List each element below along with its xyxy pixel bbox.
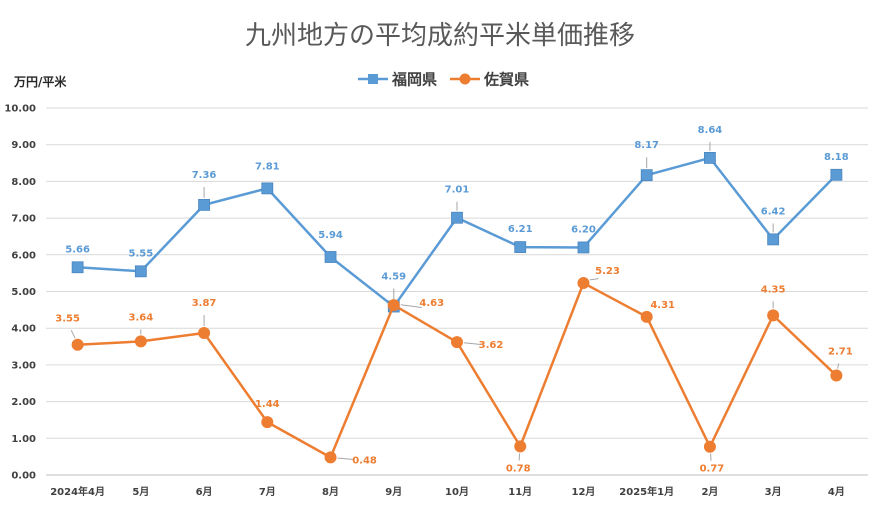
data-point-marker (261, 182, 274, 195)
data-label: 0.77 (700, 464, 725, 475)
data-point-marker (324, 251, 337, 263)
data-point-marker (261, 416, 274, 429)
data-label: 6.20 (571, 224, 596, 235)
data-point-marker (640, 310, 653, 323)
data-label: 1.44 (255, 399, 280, 410)
gridlines (46, 107, 868, 476)
series-1: 5.66 5.55 7.36 7.81 5.94 4.59 7.01 6.21 6.20 8.17… (65, 125, 849, 313)
label-leader-line (589, 278, 599, 281)
data-point-marker (134, 265, 147, 278)
y-tick-label: 6.00 (11, 250, 36, 261)
data-point-marker (71, 261, 84, 274)
legend-marker (368, 74, 378, 84)
data-point-marker (577, 277, 590, 290)
data-point-marker (451, 336, 463, 349)
data-label: 3.62 (479, 340, 504, 351)
data-point-marker (324, 451, 337, 464)
x-tick-label: 5月 (132, 486, 149, 498)
label-leader-line (400, 304, 422, 308)
y-tick-labels: 0.00 1.00 2.00 3.00 4.00 5.00 6.00 7.00 8.00 9.00… (4, 104, 36, 482)
series-2: 3.55 3.64 3.87 1.44 0.48 4.63 3.62 0.78 5.23 4.31… (55, 266, 852, 475)
data-label: 4.35 (761, 284, 786, 295)
data-label: 8.17 (634, 140, 659, 151)
data-label: 7.36 (192, 170, 217, 181)
series-layer: 5.66 5.55 7.36 7.81 5.94 4.59 7.01 6.21 6.20 8.17… (55, 125, 852, 475)
x-tick-label: 3月 (765, 486, 782, 498)
label-leader-line (337, 457, 355, 461)
data-point-marker (198, 326, 211, 339)
y-tick-label: 9.00 (11, 140, 36, 151)
y-tick-label: 3.00 (11, 360, 36, 371)
x-tick-labels: 2024年4月 5月 6月 7月 8月 9月 10月 11月 12月 2025年1月 2月 3月 4月 (50, 485, 845, 498)
data-point-marker (514, 241, 527, 253)
legend-label: 佐賀県 (483, 71, 529, 89)
data-label: 0.48 (352, 455, 377, 466)
data-point-marker (640, 169, 653, 182)
y-tick-label: 10.00 (4, 104, 36, 115)
y-tick-label: 8.00 (11, 177, 36, 188)
x-tick-label: 10月 (445, 486, 469, 498)
label-leader-line (463, 342, 482, 345)
data-point-marker (830, 369, 843, 382)
data-label: 3.87 (192, 298, 217, 309)
data-point-marker (703, 440, 716, 453)
data-label: 4.63 (419, 298, 444, 309)
data-point-marker (71, 338, 84, 351)
data-label: 5.23 (595, 266, 620, 277)
data-point-marker (514, 440, 527, 453)
data-label: 7.81 (255, 161, 280, 172)
y-axis-unit-label: 万円/平米 (13, 74, 67, 89)
data-point-marker (830, 168, 843, 181)
data-label: 8.18 (824, 152, 849, 163)
data-point-marker (134, 335, 147, 348)
x-tick-label: 12月 (572, 486, 596, 498)
data-label: 6.21 (508, 224, 533, 235)
data-point-marker (577, 241, 590, 254)
data-label: 2.71 (828, 347, 853, 358)
y-tick-label: 2.00 (11, 397, 36, 408)
y-tick-label: 1.00 (11, 434, 36, 445)
chart-title: 九州地方の平均成約平米単価推移 (245, 21, 635, 51)
data-point-marker (767, 233, 780, 246)
data-label: 4.59 (381, 272, 406, 283)
data-point-marker (767, 309, 780, 322)
x-tick-label: 2月 (701, 486, 718, 498)
x-tick-label: 8月 (322, 486, 339, 498)
label-leader-line (70, 329, 76, 339)
data-label: 6.42 (761, 206, 786, 217)
data-label: 4.31 (650, 300, 675, 311)
legend-item-1: 福岡県 (358, 71, 437, 89)
data-label: 5.66 (65, 244, 90, 255)
legend-marker (459, 73, 471, 85)
y-tick-label: 7.00 (11, 214, 36, 225)
x-tick-label: 7月 (259, 486, 276, 498)
data-label: 8.64 (698, 125, 723, 136)
data-point-marker (198, 198, 210, 211)
data-label: 3.64 (129, 312, 154, 323)
series-line (77, 281, 838, 459)
legend-label: 福岡県 (391, 71, 437, 89)
y-tick-label: 0.00 (11, 471, 36, 482)
data-label: 7.01 (445, 185, 470, 196)
data-point-marker (387, 299, 400, 312)
x-tick-label: 11月 (508, 486, 532, 498)
data-point-marker (451, 211, 463, 224)
x-tick-label: 9月 (385, 486, 402, 498)
x-tick-label: 4月 (828, 486, 845, 498)
data-label: 0.78 (506, 463, 531, 474)
data-label: 3.55 (55, 314, 80, 325)
data-label: 5.55 (129, 248, 154, 259)
x-tick-label: 2025年1月 (619, 485, 674, 498)
data-point-marker (704, 152, 716, 164)
y-tick-label: 4.00 (11, 324, 36, 335)
x-tick-label: 6月 (196, 486, 213, 498)
legend-item-2: 佐賀県 (450, 71, 529, 89)
y-tick-label: 5.00 (11, 287, 36, 298)
label-leader-line (837, 363, 840, 369)
data-label: 5.94 (318, 230, 343, 241)
x-tick-label: 2024年4月 (50, 485, 105, 498)
legend: 福岡県 佐賀県 (358, 71, 529, 89)
